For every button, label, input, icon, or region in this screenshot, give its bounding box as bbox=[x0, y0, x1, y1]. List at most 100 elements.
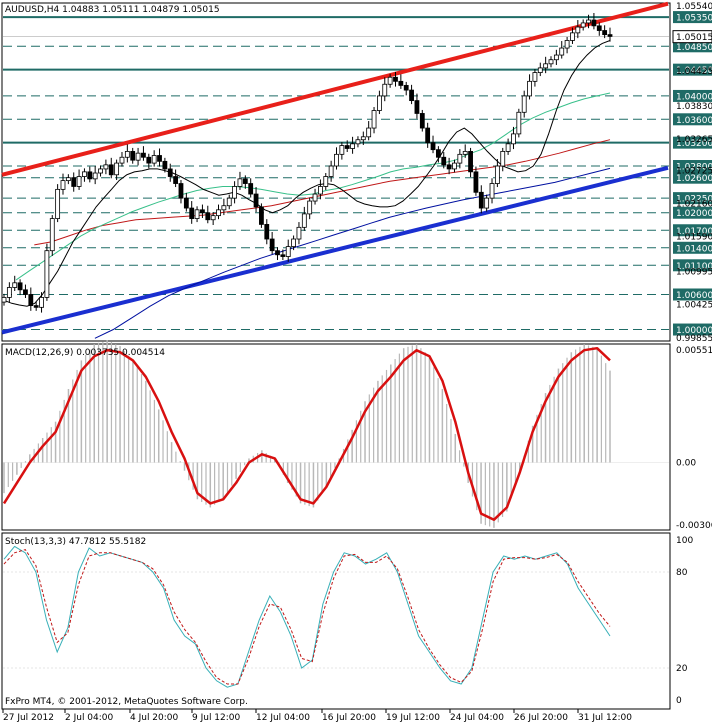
level-label: 1.03200 bbox=[676, 139, 712, 149]
candle-body bbox=[419, 113, 425, 129]
channel-lower-line bbox=[1, 165, 669, 335]
candle-body bbox=[210, 215, 216, 221]
candle-body bbox=[328, 165, 334, 177]
time-axis-label: 16 Jul 20:00 bbox=[322, 713, 376, 723]
candle-body bbox=[532, 72, 538, 82]
candle-body bbox=[344, 145, 350, 149]
candle-body bbox=[425, 127, 431, 144]
price-tick-label: 1.01590 bbox=[676, 233, 712, 243]
candle-body bbox=[216, 209, 221, 217]
candle-body bbox=[371, 110, 377, 129]
macd-signal-line bbox=[2, 346, 611, 521]
level-label: 1.03600 bbox=[676, 116, 712, 126]
candle-body bbox=[607, 34, 613, 37]
level-label: 1.02250 bbox=[676, 195, 712, 205]
candle-body bbox=[339, 145, 345, 155]
candle-body bbox=[505, 143, 511, 152]
candle-body bbox=[39, 297, 44, 308]
candle-body bbox=[355, 139, 361, 145]
level-tag bbox=[673, 113, 712, 126]
candle-body bbox=[103, 164, 109, 170]
candle-body bbox=[553, 54, 559, 61]
price-tick-label: 1.05540 bbox=[676, 2, 712, 12]
candle-body bbox=[205, 212, 211, 221]
price-tick-label: 1.03830 bbox=[676, 102, 712, 112]
candle-body bbox=[527, 80, 532, 97]
price-tick-label: 1.03265 bbox=[676, 135, 712, 145]
level-tag bbox=[673, 192, 712, 205]
candle-body bbox=[119, 156, 125, 164]
level-tag bbox=[673, 89, 712, 102]
candle-body bbox=[82, 171, 87, 177]
candle-body bbox=[511, 133, 516, 145]
candle-body bbox=[602, 30, 608, 36]
level-label: 1.05350 bbox=[676, 14, 712, 24]
candle-body bbox=[489, 183, 495, 199]
level-tag bbox=[673, 323, 712, 336]
candle-body bbox=[296, 226, 302, 240]
macd-tick-label: 0.00551 bbox=[676, 346, 712, 356]
candle-body bbox=[221, 205, 227, 211]
candle-body bbox=[92, 172, 98, 180]
time-axis-label: 31 Jul 12:00 bbox=[578, 713, 632, 723]
level-tag bbox=[673, 11, 712, 24]
macd-layer bbox=[2, 339, 669, 528]
time-axis-label: 19 Jul 12:00 bbox=[386, 713, 440, 723]
candle-body bbox=[484, 197, 490, 209]
level-tag bbox=[673, 259, 712, 272]
candle-body bbox=[242, 178, 248, 184]
candle-body bbox=[301, 213, 307, 228]
level-label: 1.01700 bbox=[676, 227, 712, 237]
candle-body bbox=[12, 282, 18, 288]
candle-body bbox=[114, 162, 120, 176]
candle-body bbox=[446, 164, 452, 170]
candle-body bbox=[291, 238, 296, 248]
macd-tick-label: 0.00 bbox=[676, 459, 696, 469]
stoch-main-line bbox=[3, 545, 611, 688]
candle-body bbox=[33, 305, 39, 308]
candle-body bbox=[478, 191, 484, 209]
stoch-signal-line bbox=[3, 549, 611, 685]
main-header: AUDUSD,H4 1.04883 1.05111 1.04879 1.0501… bbox=[5, 5, 220, 15]
candle-body bbox=[28, 294, 34, 306]
candle-body bbox=[387, 76, 393, 85]
level-label: 1.00000 bbox=[676, 326, 712, 336]
level-tag bbox=[673, 40, 712, 53]
candle-body bbox=[350, 143, 355, 149]
candle-body bbox=[575, 26, 581, 34]
candle-body bbox=[183, 197, 189, 209]
candle-body bbox=[264, 224, 270, 240]
ma-blue-line bbox=[94, 167, 611, 339]
candle-body bbox=[135, 152, 141, 161]
candle-body bbox=[441, 156, 447, 166]
stoch-tick-label: 20 bbox=[676, 664, 688, 674]
candle-body bbox=[360, 136, 366, 141]
candle-body bbox=[452, 162, 457, 170]
candle-body bbox=[559, 47, 565, 56]
candle-body bbox=[98, 168, 103, 174]
candle-body bbox=[393, 76, 398, 82]
time-axis-label: 2 Jul 04:00 bbox=[65, 713, 114, 723]
candle-body bbox=[537, 67, 543, 73]
candle-body bbox=[87, 171, 93, 180]
candle-body bbox=[248, 183, 254, 195]
candle-body bbox=[130, 151, 136, 161]
candle-body bbox=[6, 287, 12, 298]
candle-body bbox=[1, 297, 7, 303]
candle-body bbox=[17, 282, 23, 291]
candle-body bbox=[280, 254, 286, 257]
candle-body bbox=[44, 250, 50, 298]
candle-body bbox=[23, 289, 28, 295]
candle-body bbox=[146, 156, 152, 164]
candle-body bbox=[49, 218, 55, 252]
candle-body bbox=[275, 250, 280, 256]
price-tick-label: 1.00995 bbox=[676, 267, 712, 277]
ma-fast-line bbox=[3, 40, 611, 307]
level-label: 1.00600 bbox=[676, 291, 712, 301]
price-tick-label: 1.04425 bbox=[676, 67, 712, 77]
candle-body bbox=[580, 22, 586, 28]
candle-body bbox=[521, 95, 527, 113]
level-tag bbox=[673, 241, 712, 254]
candle-body bbox=[253, 193, 259, 208]
